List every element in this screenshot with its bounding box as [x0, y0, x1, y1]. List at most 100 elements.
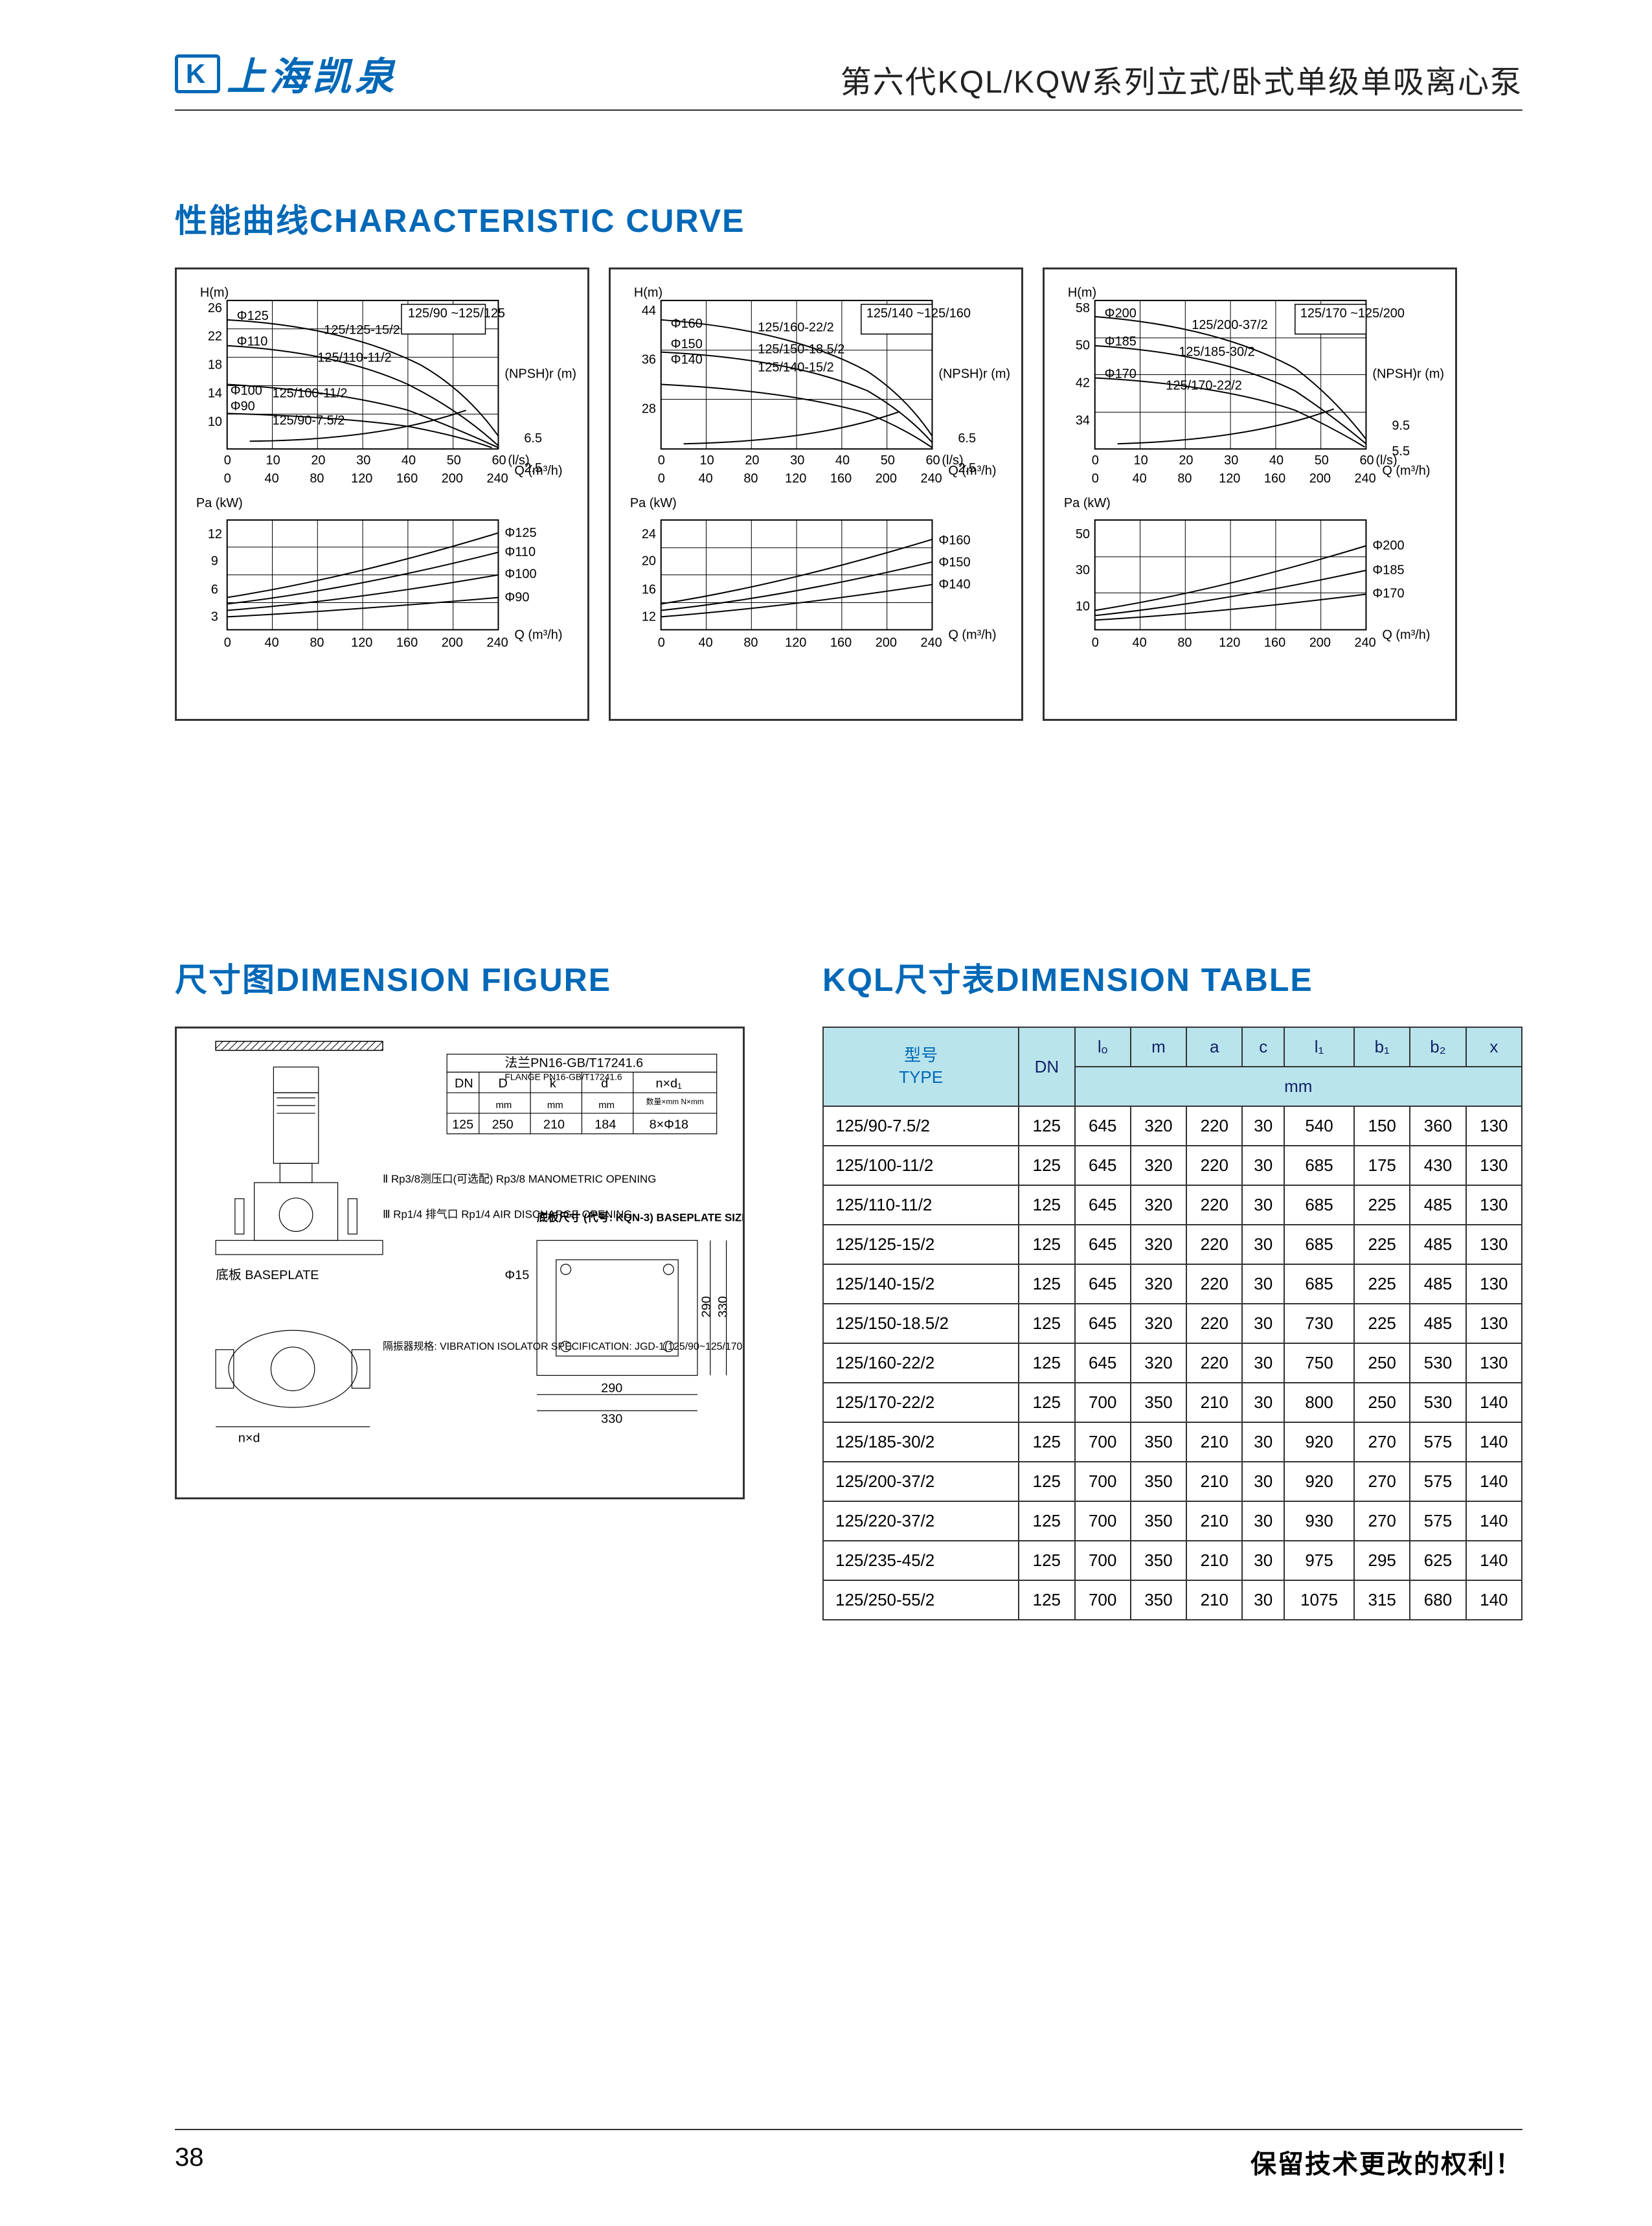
svg-text:(NPSH)r (m): (NPSH)r (m)	[938, 367, 1010, 381]
svg-text:125: 125	[452, 1118, 473, 1132]
svg-text:80: 80	[743, 635, 758, 650]
svg-text:H(m): H(m)	[634, 286, 662, 300]
svg-text:200: 200	[442, 471, 463, 486]
svg-text:30: 30	[790, 453, 804, 468]
svg-text:Φ110: Φ110	[504, 545, 536, 560]
svg-text:30: 30	[356, 453, 370, 468]
svg-text:160: 160	[1264, 635, 1285, 650]
svg-text:10: 10	[1076, 599, 1090, 613]
logo: K 上海凯泉	[175, 45, 398, 102]
svg-text:125/185-30/2: 125/185-30/2	[1179, 345, 1254, 359]
svg-text:Q (m³/h): Q (m³/h)	[1382, 628, 1430, 642]
svg-text:250: 250	[492, 1118, 514, 1132]
svg-text:Pa (kW): Pa (kW)	[1064, 496, 1111, 510]
svg-text:80: 80	[310, 635, 324, 650]
svg-text:Q (m³/h): Q (m³/h)	[1382, 464, 1430, 478]
svg-text:125/150-18.5/2: 125/150-18.5/2	[758, 343, 844, 357]
svg-text:40: 40	[1133, 635, 1147, 650]
svg-text:50: 50	[881, 453, 895, 468]
svg-text:40: 40	[699, 635, 713, 650]
svg-text:290: 290	[699, 1296, 714, 1317]
svg-text:80: 80	[1177, 471, 1192, 486]
svg-text:14: 14	[208, 386, 222, 400]
svg-text:120: 120	[351, 471, 372, 486]
page-footer: 38 保留技术更改的权利！	[175, 2129, 1522, 2181]
page-title: 第六代KQL/KQW系列立式/卧式单级单吸离心泵	[841, 56, 1522, 102]
svg-text:60: 60	[1359, 453, 1374, 468]
svg-text:80: 80	[310, 471, 324, 486]
svg-text:隔振器规格: VIBRATION ISOLATOR SPEC: 隔振器规格: VIBRATION ISOLATOR SPECIFICATION:…	[383, 1341, 743, 1352]
svg-text:Φ200: Φ200	[1372, 539, 1404, 553]
svg-text:120: 120	[785, 635, 806, 650]
rights-text: 保留技术更改的权利！	[1250, 2143, 1522, 2181]
svg-text:12: 12	[642, 609, 656, 624]
table-row: 125/100-11/212564532022030685175430130	[823, 1146, 1522, 1185]
table-row: 125/220-37/212570035021030930270575140	[823, 1501, 1522, 1541]
svg-text:160: 160	[396, 471, 418, 486]
col-c: c	[1242, 1027, 1284, 1067]
col-dn: DN	[1019, 1027, 1074, 1106]
svg-text:160: 160	[830, 635, 852, 650]
chart-3: H(m) 58504234 125/170 ~125/200 Φ200 Φ185…	[1043, 267, 1457, 721]
svg-text:210: 210	[543, 1118, 565, 1132]
svg-text:125/140-15/2: 125/140-15/2	[758, 361, 833, 375]
svg-text:0: 0	[224, 471, 231, 486]
svg-text:26: 26	[208, 301, 222, 315]
svg-text:Φ185: Φ185	[1105, 335, 1137, 349]
svg-text:Φ200: Φ200	[1105, 306, 1137, 321]
svg-text:Φ185: Φ185	[1372, 563, 1404, 578]
svg-text:20: 20	[1179, 453, 1193, 468]
svg-text:120: 120	[785, 471, 806, 486]
svg-text:24: 24	[642, 527, 656, 541]
svg-text:20: 20	[642, 554, 656, 569]
table-row: 125/200-37/212570035021030920270575140	[823, 1462, 1522, 1501]
svg-text:Φ140: Φ140	[671, 353, 703, 367]
svg-text:Φ150: Φ150	[938, 556, 970, 570]
svg-text:240: 240	[921, 635, 942, 650]
col-m: m	[1131, 1027, 1186, 1067]
svg-text:n×d₁: n×d₁	[655, 1076, 682, 1091]
svg-text:125/125-15/2: 125/125-15/2	[324, 323, 400, 337]
svg-text:9.5: 9.5	[1392, 418, 1410, 433]
svg-text:200: 200	[1309, 471, 1331, 486]
svg-text:184: 184	[594, 1118, 616, 1132]
svg-text:125/110-11/2: 125/110-11/2	[317, 351, 391, 365]
svg-text:0: 0	[1092, 453, 1099, 468]
svg-text:mm: mm	[496, 1100, 512, 1111]
svg-text:50: 50	[1076, 527, 1090, 541]
col-type: 型号 TYPE	[823, 1027, 1019, 1106]
svg-text:Φ15: Φ15	[504, 1268, 529, 1282]
svg-text:200: 200	[442, 635, 463, 650]
svg-text:58: 58	[1076, 301, 1090, 315]
svg-text:120: 120	[351, 635, 372, 650]
svg-text:H(m): H(m)	[1068, 286, 1096, 300]
svg-text:200: 200	[1309, 635, 1331, 650]
dimension-figure: n×d 底板 BASEPLATE 法兰PN16-GB/T17241.6 FLAN…	[175, 1027, 745, 1499]
svg-text:Φ160: Φ160	[938, 534, 970, 548]
svg-text:mm: mm	[547, 1100, 563, 1111]
svg-text:底板 BASEPLATE: 底板 BASEPLATE	[216, 1268, 319, 1282]
svg-text:10: 10	[208, 415, 222, 429]
svg-text:k: k	[550, 1076, 556, 1091]
svg-text:40: 40	[1269, 453, 1284, 468]
table-row: 125/110-11/212564532022030685225485130	[823, 1185, 1522, 1225]
svg-text:50: 50	[447, 453, 461, 468]
svg-text:数量×mm N×mm: 数量×mm N×mm	[646, 1097, 704, 1106]
svg-text:底板尺寸 (代号: KQN-3) BASEPLATE SIZ: 底板尺寸 (代号: KQN-3) BASEPLATE SIZE (Code:KQ…	[537, 1211, 743, 1224]
svg-text:9: 9	[211, 554, 218, 569]
svg-text:290: 290	[601, 1381, 622, 1395]
svg-text:240: 240	[921, 471, 942, 486]
svg-text:34: 34	[1076, 413, 1090, 427]
svg-text:Q (m³/h): Q (m³/h)	[948, 628, 996, 642]
svg-text:42: 42	[1076, 376, 1090, 391]
svg-text:330: 330	[601, 1412, 622, 1426]
svg-text:125/140 ~125/160: 125/140 ~125/160	[866, 306, 971, 321]
svg-text:125/90 ~125/125: 125/90 ~125/125	[408, 306, 505, 321]
svg-text:Φ170: Φ170	[1105, 367, 1137, 381]
svg-text:Φ160: Φ160	[671, 317, 703, 331]
svg-text:0: 0	[658, 471, 665, 486]
svg-text:Φ150: Φ150	[671, 337, 703, 352]
svg-text:80: 80	[743, 471, 758, 486]
svg-text:40: 40	[265, 471, 279, 486]
svg-text:Pa (kW): Pa (kW)	[630, 496, 677, 510]
